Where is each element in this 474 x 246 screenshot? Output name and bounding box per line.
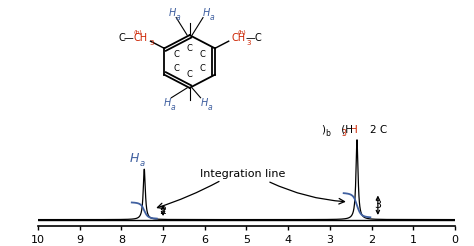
Text: C: C — [187, 44, 192, 53]
Text: C: C — [200, 63, 205, 73]
Text: C: C — [174, 63, 180, 73]
Text: 2 C: 2 C — [370, 125, 387, 135]
Text: H: H — [169, 8, 176, 18]
Text: CH: CH — [134, 33, 148, 44]
Text: C: C — [118, 33, 125, 44]
Text: —: — — [124, 33, 134, 44]
Text: ): ) — [321, 125, 326, 135]
Text: CH: CH — [231, 33, 245, 44]
Text: H: H — [203, 8, 210, 18]
Text: a: a — [207, 103, 212, 112]
Text: —: — — [246, 33, 255, 44]
Text: (H: (H — [338, 125, 353, 135]
Text: 3: 3 — [246, 40, 251, 46]
Text: 2: 2 — [159, 205, 166, 215]
Text: a: a — [210, 13, 214, 22]
Text: H: H — [164, 98, 171, 108]
Text: H: H — [201, 98, 208, 108]
Text: C: C — [254, 33, 261, 44]
Text: (b): (b) — [237, 30, 246, 35]
Text: 3: 3 — [342, 129, 346, 138]
Text: C: C — [174, 50, 180, 60]
Text: a: a — [171, 103, 175, 112]
Text: (b): (b) — [133, 30, 142, 35]
Text: C: C — [200, 50, 205, 60]
Text: Integration line: Integration line — [200, 169, 285, 179]
Text: a: a — [175, 13, 180, 22]
Text: a: a — [140, 158, 145, 168]
Text: C: C — [187, 70, 192, 79]
Text: H: H — [129, 152, 138, 165]
Text: b: b — [325, 129, 330, 138]
Text: H: H — [350, 125, 358, 135]
Text: 3: 3 — [149, 40, 154, 46]
Text: 3: 3 — [374, 200, 381, 210]
